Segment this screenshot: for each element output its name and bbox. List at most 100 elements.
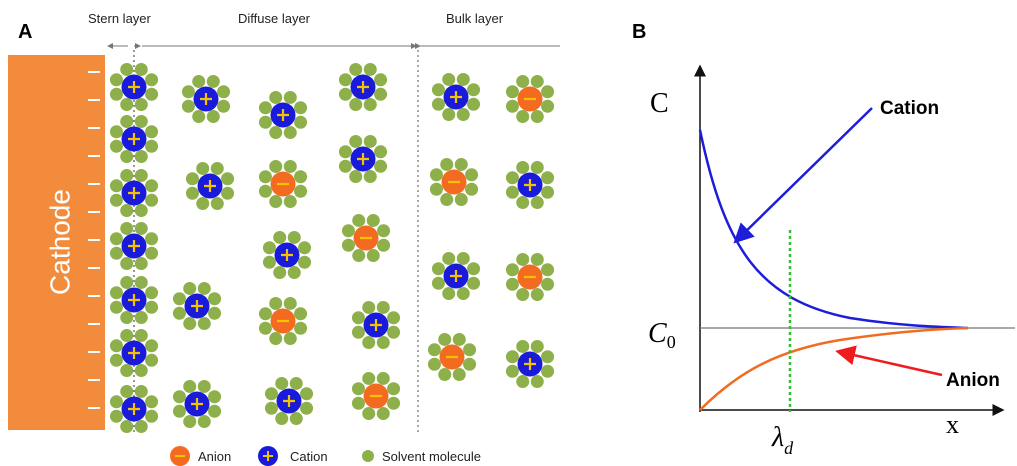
solvent-molecule [208,292,221,305]
solvent-molecule [432,262,445,275]
solvent-molecule [284,126,297,139]
solvent-molecule [531,288,544,301]
solvent-molecule [342,239,355,252]
solvent-molecule [362,407,375,420]
solvent-molecule [145,73,158,86]
ions [110,63,554,433]
solvent-molecule [349,170,362,183]
solvent-molecule [387,382,400,395]
solvent-molecule [294,307,307,320]
solvent-molecule [145,232,158,245]
solvent-molecule [541,85,554,98]
solvent-molecule [110,232,123,245]
solvent-molecule [110,194,123,207]
solvent-molecule [428,343,441,356]
cation [339,63,387,111]
solvent-molecule [196,162,209,175]
cation [339,135,387,183]
solvent-molecule [173,405,186,418]
solvent-molecule [120,329,133,342]
anion-label: Anion [946,370,1000,391]
solvent-molecule [506,186,519,199]
solvent-molecule [135,169,148,182]
solvent-molecule [192,110,205,123]
solvent-molecule [339,88,352,101]
solvent-molecule [432,83,445,96]
solvent-molecule [432,98,445,111]
solvent-molecule [506,263,519,276]
solvent-molecule [182,85,195,98]
solvent-molecule [541,350,554,363]
solvent-molecule [198,317,211,330]
solvent-molecule [430,183,443,196]
solvent-molecule [273,266,286,279]
cation [259,91,307,139]
legend-label: Anion [198,449,231,464]
solvent-molecule [438,333,451,346]
solvent-molecule [300,402,313,415]
solvent-molecule [531,340,544,353]
solvent-molecule [221,187,234,200]
solvent-molecule [135,311,148,324]
solvent-molecule [364,170,377,183]
solvent-molecule [294,170,307,183]
solvent-molecule [432,277,445,290]
solvent-molecule [135,150,148,163]
solvent-molecule [374,88,387,101]
solvent-molecule [377,372,390,385]
layer-label: Stern layer [88,11,152,26]
solvent-molecule [263,256,276,269]
solvent-molecule [135,257,148,270]
solvent-molecule [110,339,123,352]
solvent-molecule [442,287,455,300]
solvent-molecule [208,405,221,418]
cation [173,380,221,428]
solvent-molecule [182,100,195,113]
anion [506,75,554,123]
solvent-molecule [531,196,544,209]
solvent-molecule [294,101,307,114]
cation [173,282,221,330]
solvent-molecule [387,326,400,339]
solvent-molecule [120,420,133,433]
solvent-molecule [110,125,123,138]
solvent-molecule [364,98,377,111]
solvent-molecule [541,100,554,113]
solvent-molecule [211,162,224,175]
solvent-molecule [211,197,224,210]
solvent-molecule [120,115,133,128]
solvent-molecule [438,368,451,381]
anion [352,372,400,420]
solvent-molecule [506,171,519,184]
solvent-molecule [135,204,148,217]
solvent-molecule [135,115,148,128]
solvent-molecule [298,256,311,269]
solvent-molecule [541,365,554,378]
solvent-molecule [531,161,544,174]
solvent-molecule [457,287,470,300]
cation [110,222,158,270]
solvent-molecule [516,288,529,301]
solvent-molecule [284,195,297,208]
solvent-molecule [465,168,478,181]
solvent-molecule [377,239,390,252]
solvent-molecule [367,214,380,227]
solvent-molecule [457,108,470,121]
solvent-molecule [430,168,443,181]
solvent-molecule [265,387,278,400]
anion [430,158,478,206]
solvent-molecule [349,98,362,111]
solvent-molecule [377,407,390,420]
solvent-molecule [463,358,476,371]
solvent-molecule [145,88,158,101]
solvent-molecule [516,340,529,353]
solvent-molecule [531,253,544,266]
cation [265,377,313,425]
solvent-molecule [298,241,311,254]
solvent-molecule [467,83,480,96]
solvent-molecule [463,343,476,356]
solvent-molecule [284,297,297,310]
solvent-molecule [387,397,400,410]
solvent-molecule [362,372,375,385]
solvent-molecule [377,336,390,349]
